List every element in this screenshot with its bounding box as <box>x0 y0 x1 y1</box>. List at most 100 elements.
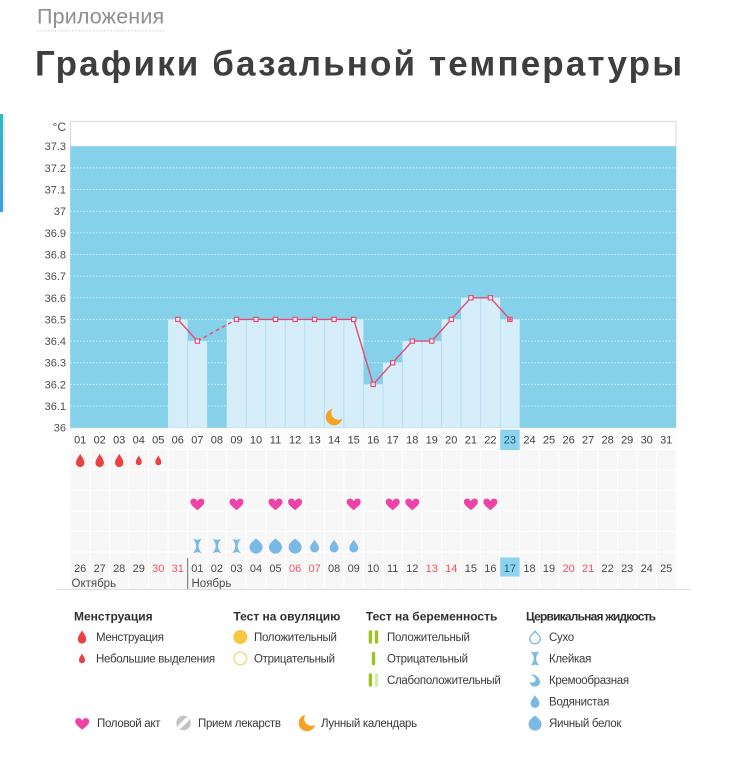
svg-text:16: 16 <box>484 563 496 575</box>
svg-text:Яичный белок: Яичный белок <box>549 718 622 730</box>
svg-text:12: 12 <box>289 435 301 447</box>
svg-text:36.6: 36.6 <box>45 293 66 305</box>
svg-text:Половой акт: Половой акт <box>97 718 161 730</box>
svg-text:Менструация: Менструация <box>96 632 164 644</box>
svg-text:26: 26 <box>74 563 86 575</box>
svg-text:29: 29 <box>133 563 145 575</box>
svg-text:36.2: 36.2 <box>45 379 66 391</box>
svg-text:30: 30 <box>641 435 653 447</box>
svg-text:31: 31 <box>660 435 672 447</box>
svg-text:28: 28 <box>601 435 613 447</box>
svg-text:06: 06 <box>172 435 184 447</box>
svg-text:08: 08 <box>211 435 223 447</box>
svg-text:04: 04 <box>133 435 145 447</box>
svg-text:Ноябрь: Ноябрь <box>192 578 232 590</box>
svg-text:23: 23 <box>621 563 633 575</box>
svg-text:01: 01 <box>191 563 203 575</box>
svg-text:Тест на беременность: Тест на беременность <box>366 610 497 624</box>
svg-text:Графики базальной температуры: Графики базальной температуры <box>35 44 684 83</box>
svg-text:36: 36 <box>54 423 66 435</box>
svg-text:08: 08 <box>328 563 340 575</box>
svg-text:36.1: 36.1 <box>45 401 66 413</box>
svg-text:28: 28 <box>113 563 125 575</box>
svg-text:36.3: 36.3 <box>45 358 66 370</box>
svg-text:24: 24 <box>523 435 535 447</box>
svg-text:Лунный календарь: Лунный календарь <box>321 718 417 730</box>
svg-text:19: 19 <box>543 563 555 575</box>
svg-text:Сухо: Сухо <box>549 632 574 644</box>
svg-text:27: 27 <box>582 435 594 447</box>
svg-text:11: 11 <box>270 435 281 447</box>
svg-text:09: 09 <box>348 563 360 575</box>
svg-text:36.7: 36.7 <box>45 271 66 283</box>
svg-text:13: 13 <box>426 563 438 575</box>
svg-text:06: 06 <box>289 563 301 575</box>
svg-text:37.3: 37.3 <box>45 141 66 153</box>
svg-text:Положительный: Положительный <box>254 632 337 644</box>
svg-text:Отрицательный: Отрицательный <box>387 654 468 666</box>
svg-text:02: 02 <box>94 435 106 447</box>
svg-text:24: 24 <box>641 563 653 575</box>
svg-text:Цервикальная жидкость: Цервикальная жидкость <box>526 610 656 624</box>
svg-text:Слабоположительный: Слабоположительный <box>387 675 500 687</box>
svg-text:01: 01 <box>74 435 86 447</box>
svg-text:12: 12 <box>406 563 418 575</box>
svg-text:22: 22 <box>484 435 496 447</box>
svg-text:19: 19 <box>426 435 438 447</box>
svg-text:30: 30 <box>152 563 164 575</box>
svg-text:36.9: 36.9 <box>45 228 66 240</box>
svg-text:14: 14 <box>445 563 457 575</box>
svg-text:37.1: 37.1 <box>45 185 66 197</box>
svg-text:25: 25 <box>543 435 555 447</box>
svg-text:Небольшие выделения: Небольшие выделения <box>96 654 215 666</box>
svg-text:07: 07 <box>308 563 320 575</box>
svg-text:29: 29 <box>621 435 633 447</box>
svg-text:26: 26 <box>562 435 574 447</box>
svg-text:10: 10 <box>250 435 262 447</box>
svg-text:14: 14 <box>328 435 340 447</box>
svg-text:37: 37 <box>54 206 66 218</box>
svg-text:07: 07 <box>191 435 203 447</box>
svg-text:Октябрь: Октябрь <box>72 578 117 590</box>
svg-text:25: 25 <box>660 563 672 575</box>
svg-text:21: 21 <box>582 563 594 575</box>
svg-text:36.8: 36.8 <box>45 250 66 262</box>
svg-text:20: 20 <box>562 563 574 575</box>
svg-text:16: 16 <box>367 435 379 447</box>
svg-text:Тест на овуляцию: Тест на овуляцию <box>233 610 340 624</box>
svg-text:22: 22 <box>601 563 613 575</box>
svg-text:Отрицательный: Отрицательный <box>254 654 335 666</box>
svg-text:21: 21 <box>465 435 477 447</box>
svg-text:23: 23 <box>504 435 516 447</box>
svg-text:13: 13 <box>308 435 320 447</box>
svg-text:20: 20 <box>445 435 457 447</box>
svg-text:18: 18 <box>406 435 418 447</box>
svg-text:02: 02 <box>211 563 223 575</box>
svg-text:04: 04 <box>250 563 262 575</box>
svg-text:10: 10 <box>367 563 379 575</box>
svg-text:36.5: 36.5 <box>45 314 66 326</box>
svg-text:Менструация: Менструация <box>74 610 153 624</box>
svg-text:18: 18 <box>523 563 535 575</box>
svg-text:Прием лекарств: Прием лекарств <box>198 718 281 730</box>
svg-text:36.4: 36.4 <box>45 336 66 348</box>
svg-text:05: 05 <box>269 563 281 575</box>
svg-text:37.2: 37.2 <box>45 163 66 175</box>
svg-text:°C: °C <box>53 120 67 134</box>
svg-text:11: 11 <box>387 563 398 575</box>
svg-text:Приложения: Приложения <box>37 4 164 28</box>
svg-text:Водянистая: Водянистая <box>549 697 609 709</box>
svg-text:15: 15 <box>348 435 360 447</box>
svg-text:09: 09 <box>230 435 242 447</box>
svg-text:27: 27 <box>94 563 106 575</box>
svg-text:05: 05 <box>152 435 164 447</box>
svg-text:Положительный: Положительный <box>387 632 470 644</box>
svg-text:17: 17 <box>387 435 399 447</box>
svg-text:31: 31 <box>172 563 184 575</box>
svg-text:17: 17 <box>504 563 516 575</box>
svg-text:Клейкая: Клейкая <box>549 654 591 666</box>
svg-text:Кремообразная: Кремообразная <box>549 675 629 687</box>
svg-text:03: 03 <box>230 563 242 575</box>
svg-text:15: 15 <box>465 563 477 575</box>
svg-text:03: 03 <box>113 435 125 447</box>
